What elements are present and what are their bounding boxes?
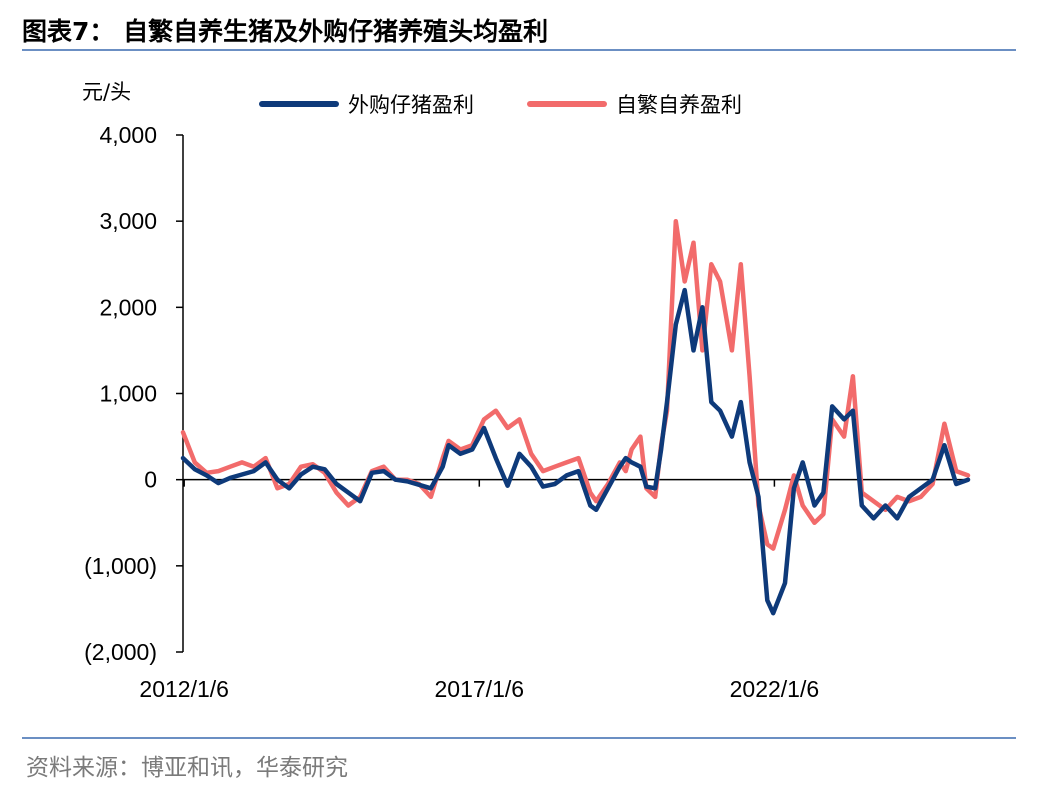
y-tick-label: 4,000 [99, 122, 157, 148]
x-tick-label: 2012/1/6 [139, 676, 229, 702]
title-rule [22, 49, 1016, 51]
series-line-purchased [180, 287, 971, 616]
x-axis-ticks: 2012/1/6 2017/1/6 2022/1/6 [139, 479, 820, 702]
x-tick-label: 2022/1/6 [730, 676, 820, 702]
series-line-self [180, 218, 971, 551]
y-tick-label: (2,000) [84, 639, 157, 665]
legend: 外购仔猪盈利 自繁自养盈利 [259, 93, 742, 117]
y-tick-label: (1,000) [84, 553, 157, 579]
y-tick-label: 2,000 [99, 294, 157, 320]
y-axis-unit: 元/头 [82, 80, 132, 104]
y-axis-ticks: (2,000) (1,000) 0 1,000 2,000 3,000 4,000 [84, 122, 183, 665]
y-tick-label: 1,000 [99, 381, 157, 407]
legend-label-self: 自繁自养盈利 [616, 93, 742, 117]
source-rule [22, 737, 1016, 739]
legend-label-purchased: 外购仔猪盈利 [348, 93, 474, 117]
x-tick-label: 2017/1/6 [435, 676, 525, 702]
figure-title: 图表7： 自繁自养生猪及外购仔猪养殖头均盈利 [22, 17, 549, 46]
y-tick-label: 0 [144, 467, 157, 493]
y-tick-label: 3,000 [99, 208, 157, 234]
source-note: 资料来源：博亚和讯，华泰研究 [26, 755, 348, 781]
series-lines [180, 218, 971, 616]
